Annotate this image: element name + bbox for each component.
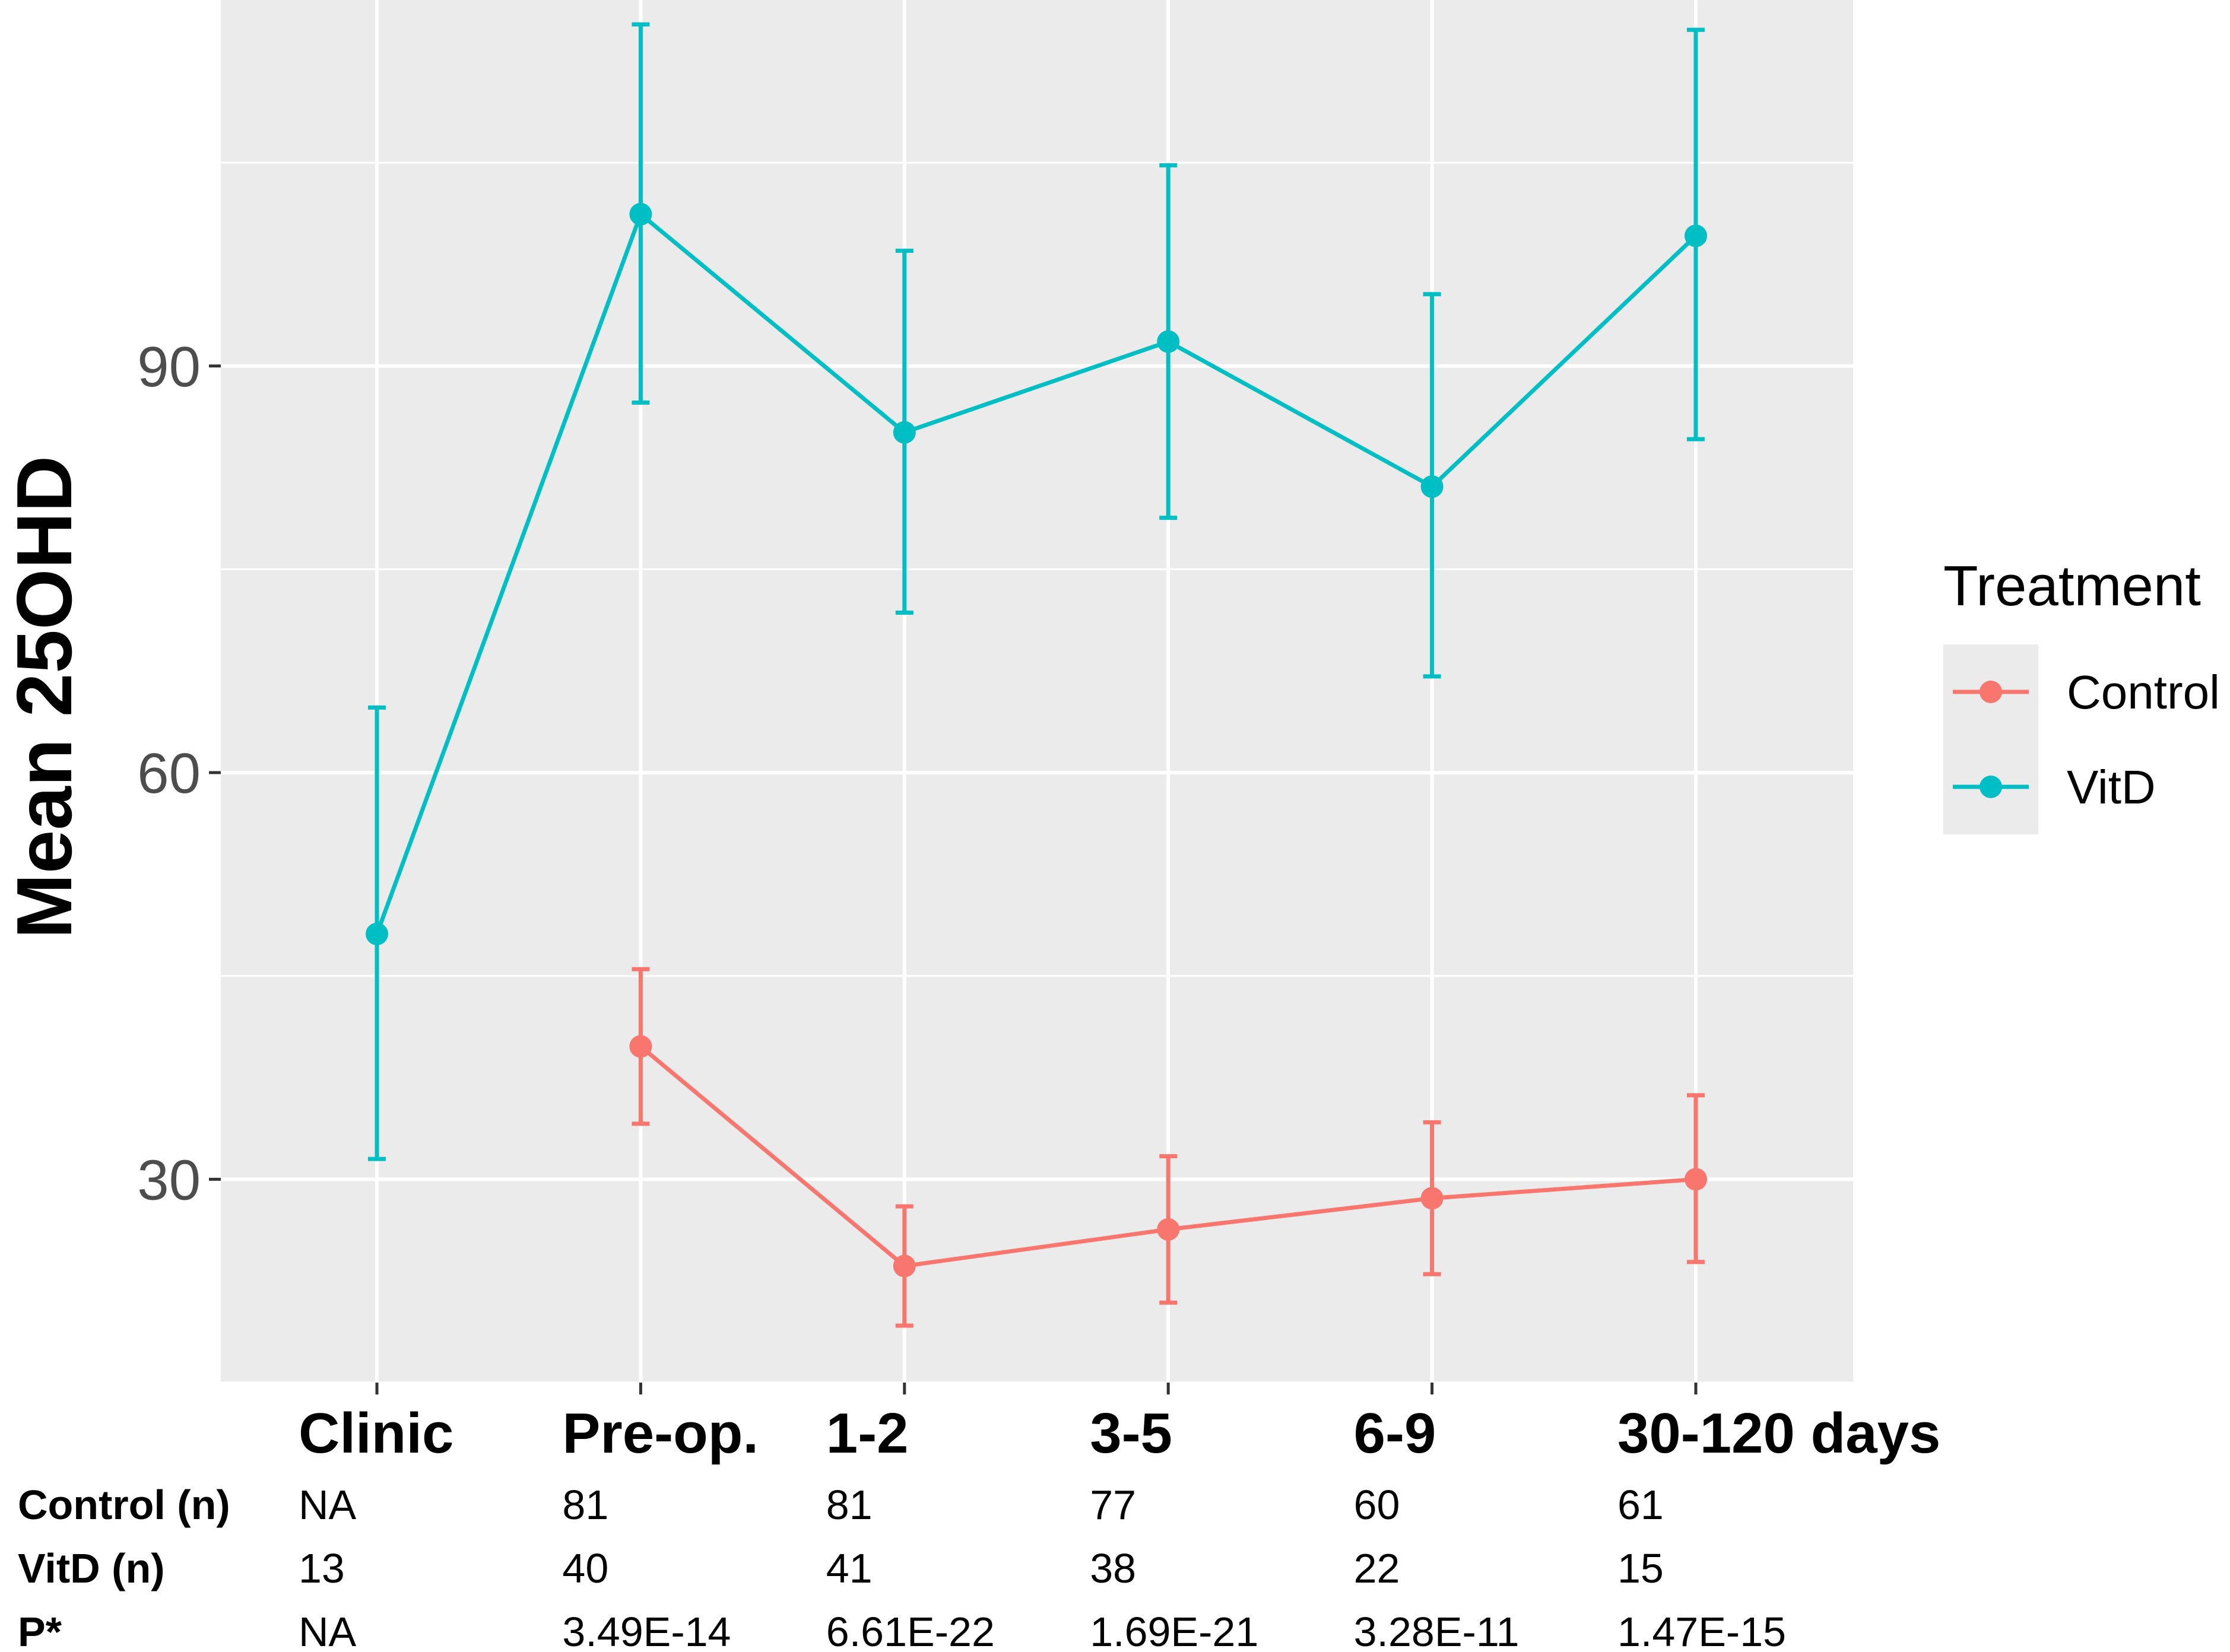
x-axis-categories: Clinic Pre-op. 1-2 3-5 6-9 30-120 days bbox=[299, 1402, 1940, 1465]
data-point bbox=[1420, 475, 1444, 498]
table-cell: 22 bbox=[1354, 1545, 1400, 1591]
table-cell: 15 bbox=[1617, 1545, 1664, 1591]
legend-label: Control bbox=[2067, 666, 2220, 719]
legend-item-vitd: VitD bbox=[1953, 761, 2156, 814]
data-point bbox=[1157, 330, 1180, 353]
table-cell: 1.69E-21 bbox=[1090, 1609, 1258, 1652]
table-cell: 81 bbox=[826, 1482, 873, 1528]
y-tick-label: 30 bbox=[137, 1148, 201, 1212]
y-axis: 30 60 90 bbox=[137, 335, 1698, 1394]
legend-key-background bbox=[1943, 644, 2038, 834]
legend: Treatment Control VitD bbox=[1943, 554, 2220, 834]
table-row-label: VitD (n) bbox=[18, 1545, 165, 1591]
category-label: 6-9 bbox=[1354, 1402, 1436, 1465]
sample-size-table: Control (n) NA 81 81 77 60 61 VitD (n) 13 40 41 38 2… bbox=[18, 1482, 1786, 1652]
series-line bbox=[375, 212, 1698, 935]
category-label: 30-120 days bbox=[1617, 1402, 1940, 1465]
table-cell: 61 bbox=[1617, 1482, 1664, 1528]
table-cell: 77 bbox=[1090, 1482, 1136, 1528]
table-cell: 6.61E-22 bbox=[826, 1609, 995, 1652]
table-cell: 38 bbox=[1090, 1545, 1136, 1591]
table-cell: NA bbox=[299, 1609, 357, 1652]
table-cell: NA bbox=[299, 1482, 357, 1528]
table-row-label: P* bbox=[18, 1609, 62, 1652]
legend-key-point bbox=[1980, 681, 2002, 703]
data-point bbox=[366, 922, 388, 945]
category-label: Clinic bbox=[299, 1402, 453, 1465]
table-cell: 13 bbox=[299, 1545, 345, 1591]
table-cell: 41 bbox=[826, 1545, 873, 1591]
series-vitd bbox=[366, 22, 1707, 1161]
data-point bbox=[1420, 1187, 1444, 1210]
category-label: 3-5 bbox=[1090, 1402, 1172, 1465]
data-point bbox=[893, 421, 916, 444]
series-control bbox=[629, 967, 1707, 1328]
data-point bbox=[629, 202, 652, 225]
table-cell: 1.47E-15 bbox=[1617, 1609, 1786, 1652]
table-row-label: Control (n) bbox=[18, 1482, 230, 1528]
legend-item-control: Control bbox=[1953, 666, 2220, 719]
data-point bbox=[629, 1035, 652, 1058]
table-cell: 60 bbox=[1354, 1482, 1400, 1528]
table-cell: 3.49E-14 bbox=[562, 1609, 731, 1652]
panel-background bbox=[221, 0, 1853, 1383]
data-point bbox=[1685, 1168, 1707, 1191]
category-label: Pre-op. bbox=[562, 1402, 759, 1465]
legend-label: VitD bbox=[2067, 761, 2156, 814]
legend-title: Treatment bbox=[1943, 554, 2201, 618]
table-cell: 81 bbox=[562, 1482, 608, 1528]
data-point bbox=[1157, 1218, 1180, 1241]
category-label: 1-2 bbox=[826, 1402, 909, 1465]
y-tick-label: 60 bbox=[137, 742, 201, 805]
plot-panel bbox=[221, 0, 1853, 1383]
y-tick-label: 90 bbox=[137, 335, 201, 399]
data-point bbox=[1685, 224, 1707, 247]
table-cell: 40 bbox=[562, 1545, 608, 1591]
data-point bbox=[893, 1254, 916, 1278]
series-layer bbox=[366, 22, 1707, 1328]
table-cell: 3.28E-11 bbox=[1354, 1609, 1520, 1652]
y-axis-label: Mean 25OHD bbox=[1, 456, 88, 939]
legend-key-point bbox=[1980, 776, 2002, 798]
